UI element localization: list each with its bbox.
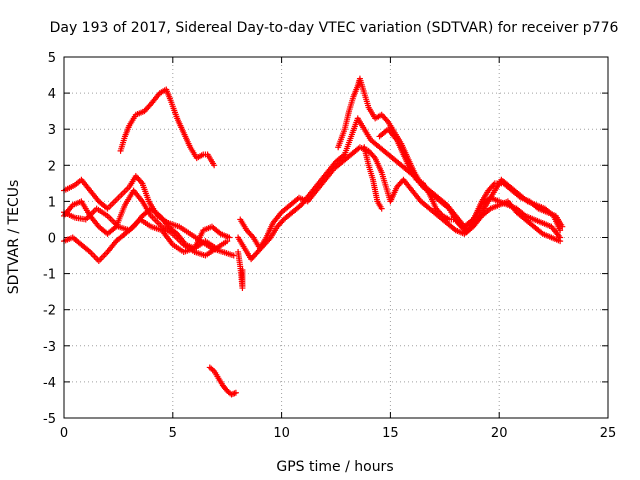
data-point <box>557 227 564 234</box>
data-point <box>213 245 220 252</box>
axis-ticks: 0 5 10 15 20 25 -5 -4 -3 -2 -1 0 1 2 3 4 5 <box>43 51 616 441</box>
data-point <box>559 223 566 230</box>
y-tick-label: 1 <box>48 195 56 210</box>
data-point <box>557 238 564 245</box>
x-tick-label: 15 <box>382 426 399 441</box>
x-axis-label: GPS time / hours <box>276 459 393 475</box>
data-point <box>226 234 233 241</box>
y-tick-label: 2 <box>48 159 56 174</box>
chart-title: Day 193 of 2017, Sidereal Day-to-day VTE… <box>50 20 619 36</box>
y-tick-label: 0 <box>48 232 56 247</box>
plot-frame <box>63 56 609 419</box>
data-point <box>232 389 239 396</box>
y-tick-label: -4 <box>43 376 56 391</box>
y-tick-label: -5 <box>43 412 56 427</box>
y-tick-label: 4 <box>48 87 56 102</box>
y-tick-label: 3 <box>48 123 56 138</box>
y-axis-label: SDTVAR / TECUs <box>6 180 22 295</box>
x-tick-label: 25 <box>600 426 617 441</box>
y-tick-label: -1 <box>43 268 56 283</box>
data-markers <box>61 75 566 398</box>
data-point <box>239 266 246 273</box>
data-point <box>211 162 218 169</box>
data-point <box>378 205 385 212</box>
y-tick-label: 5 <box>48 51 56 66</box>
x-tick-label: 10 <box>273 426 290 441</box>
y-tick-label: -2 <box>43 304 56 319</box>
y-tick-label: -3 <box>43 340 56 355</box>
x-tick-label: 0 <box>60 426 68 441</box>
x-tick-label: 5 <box>169 426 177 441</box>
x-tick-label: 20 <box>491 426 508 441</box>
data-point <box>231 390 238 397</box>
